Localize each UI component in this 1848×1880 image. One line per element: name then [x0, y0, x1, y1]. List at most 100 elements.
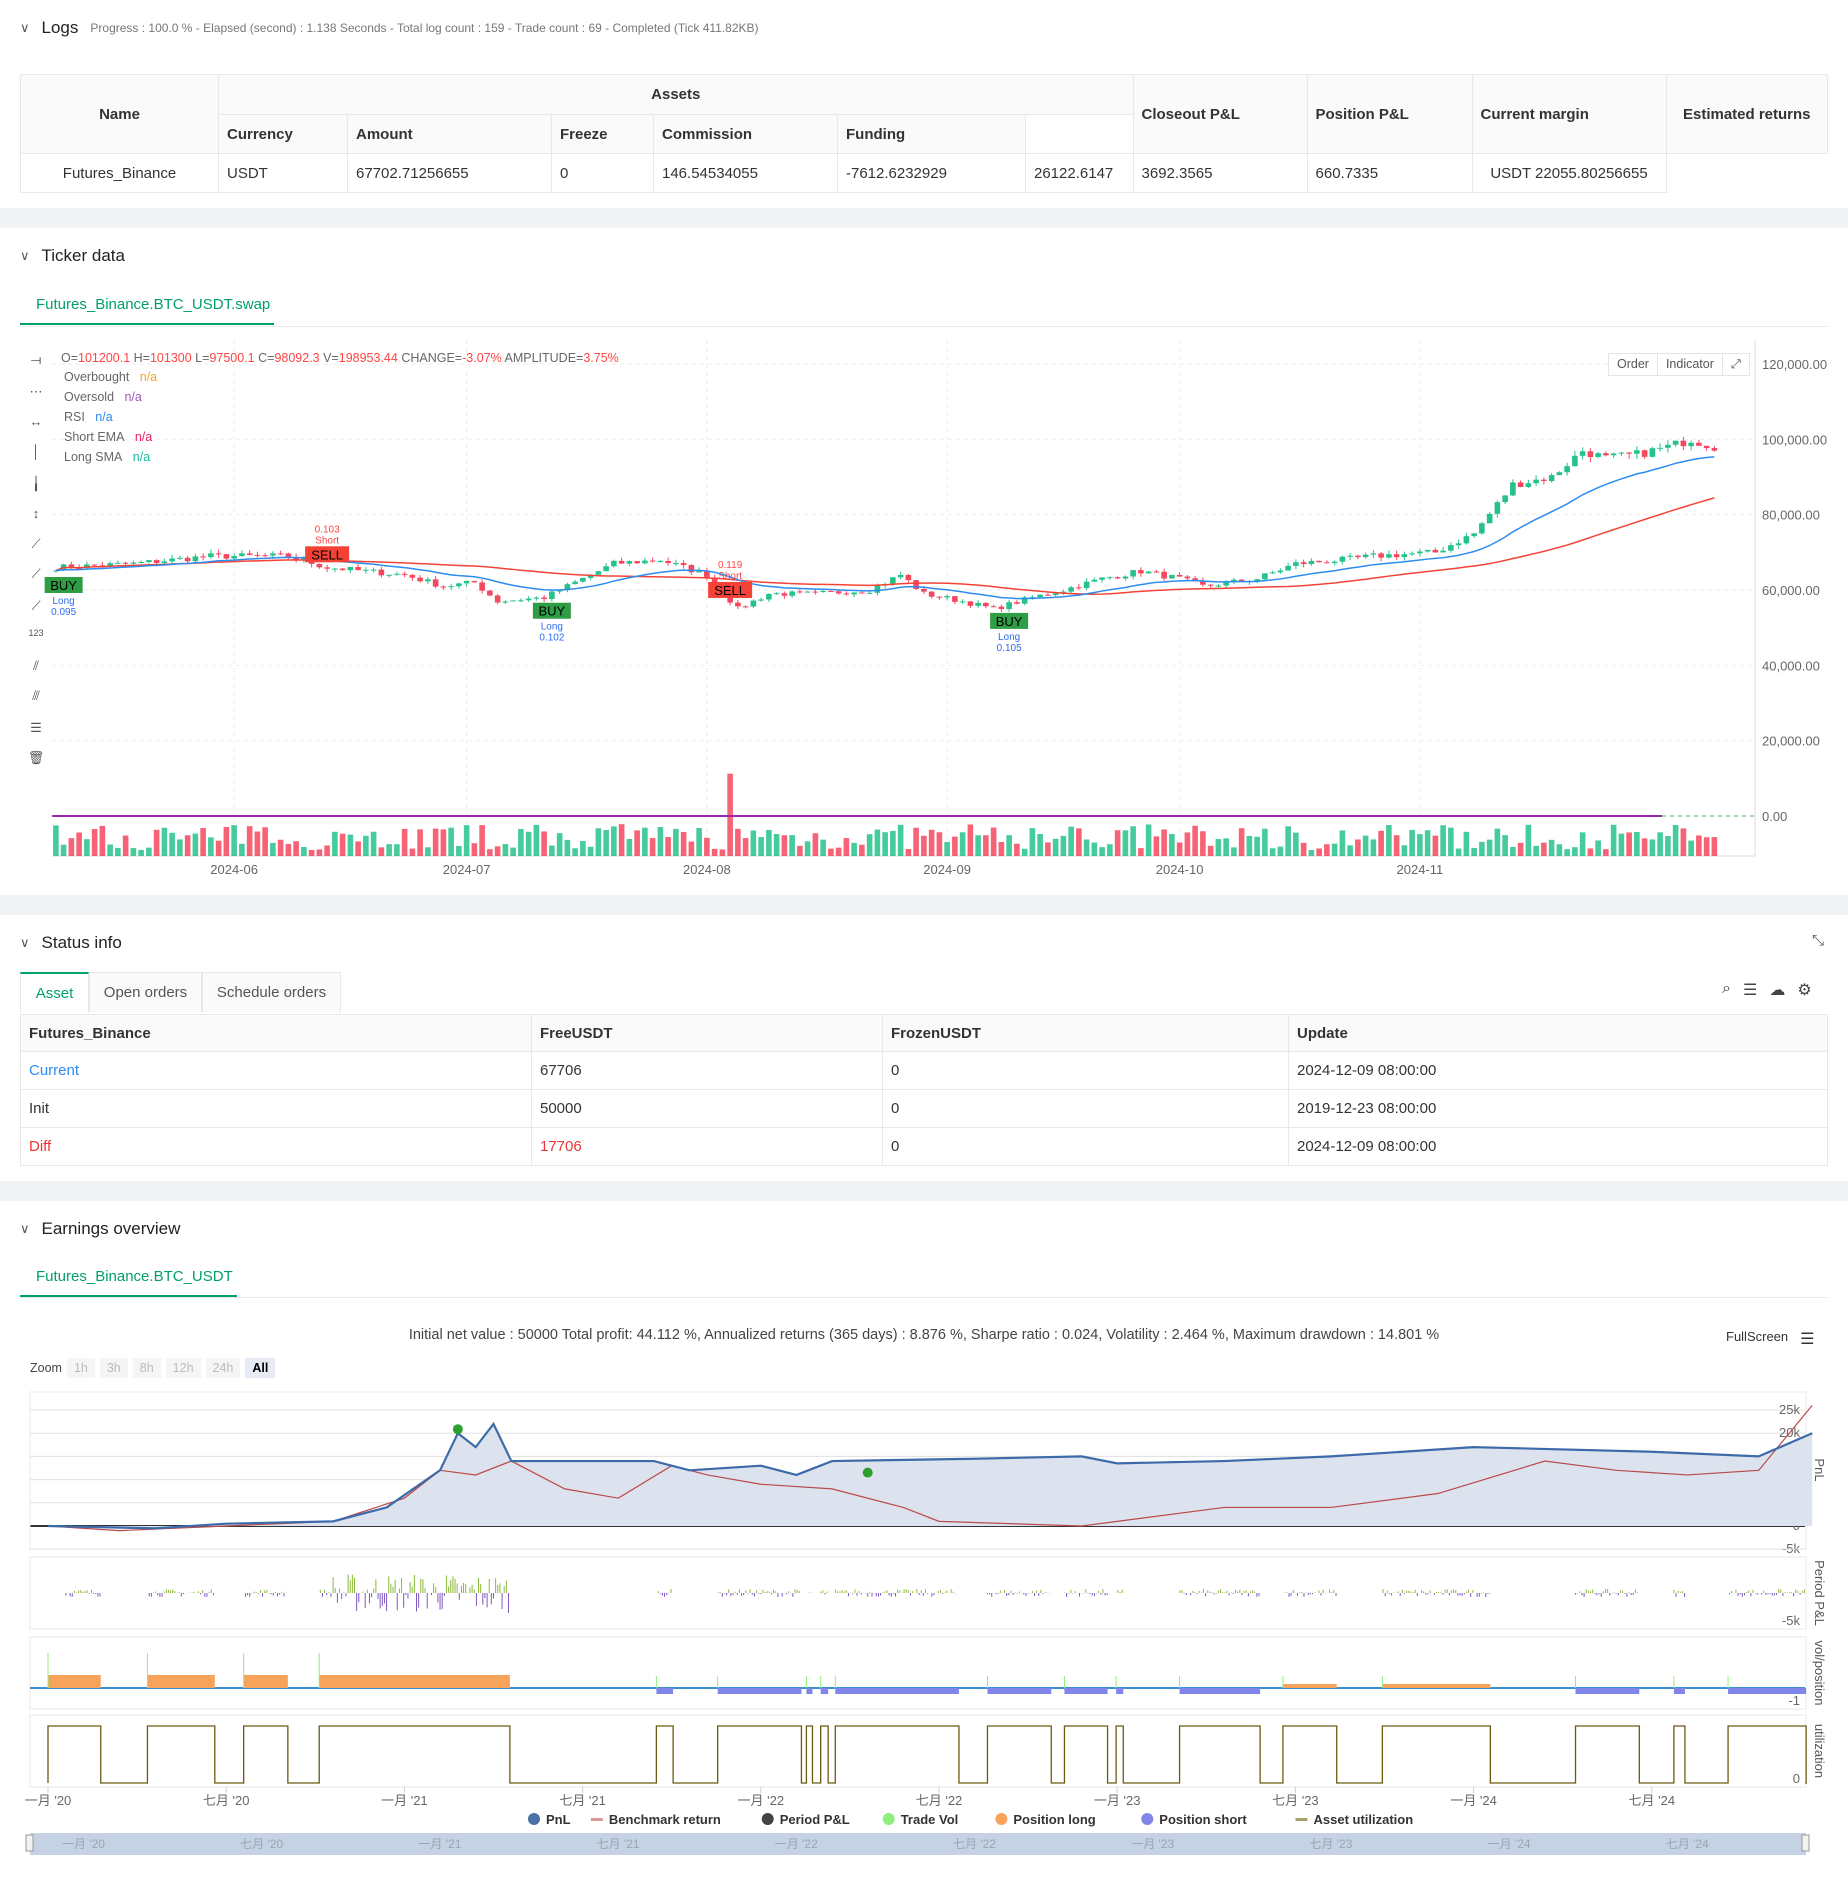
legend-item[interactable]: Position long [1013, 1812, 1095, 1827]
candle [1293, 562, 1299, 566]
candle [448, 586, 454, 588]
candlestick-chart[interactable]: 120,000.00 100,000.00 80,000.00 60,000.00 40… [0, 340, 1848, 885]
navigator-handle-left[interactable] [25, 1834, 34, 1852]
volume-bar [541, 831, 547, 856]
volume-bar [1006, 835, 1012, 856]
segment-icon[interactable]: ⟋ [31, 598, 41, 613]
position-long-bar [319, 1675, 510, 1688]
list-icon[interactable]: ☰ [1742, 982, 1758, 999]
amplitude-label: AMPLITUDE= [501, 351, 584, 365]
logs-header[interactable]: ∨ Logs Progress : 100.0 % - Elapsed (sec… [20, 18, 759, 38]
legend-item[interactable]: Asset utilization [1314, 1812, 1414, 1827]
drawdown-marker [862, 1467, 873, 1478]
volume-bar [859, 844, 865, 856]
legend-item[interactable]: Position short [1159, 1812, 1247, 1827]
earnings-header[interactable]: ∨ Earnings overview [20, 1219, 180, 1239]
candle [1215, 585, 1222, 587]
vertical-line-icon[interactable]: │ [31, 444, 41, 459]
tab-earnings-symbol[interactable]: Futures_Binance.BTC_USDT [20, 1257, 237, 1297]
candle [1370, 553, 1377, 555]
candle [130, 562, 137, 564]
gear-icon[interactable]: ⚙ [1797, 982, 1812, 999]
legend-item[interactable]: Trade Vol [901, 1812, 959, 1827]
legend-item[interactable]: PnL [546, 1812, 571, 1827]
order-button[interactable]: Order [1609, 354, 1658, 375]
volume-bar [1355, 839, 1361, 856]
candle [1014, 602, 1020, 604]
zoom-All[interactable]: All [245, 1358, 276, 1378]
volume-bar [975, 835, 981, 856]
volume-bar [750, 830, 757, 856]
volume-bar [169, 832, 175, 856]
fullscreen-button[interactable]: FullScreen [1726, 1329, 1789, 1344]
volume-bar [1091, 842, 1098, 856]
volume-bar [370, 831, 377, 856]
navigator-handle-right[interactable] [1801, 1834, 1810, 1852]
y-tick-label: 0.00 [1762, 809, 1787, 824]
tab-open-orders[interactable]: Open orders [89, 972, 202, 1012]
volume-bar [1626, 832, 1632, 856]
candle [231, 556, 237, 559]
tab-ticker-symbol[interactable]: Futures_Binance.BTC_USDT.swap [20, 285, 274, 325]
candle [874, 585, 881, 593]
trend-line-icon[interactable]: ⟋ [31, 536, 41, 551]
zoom-1h[interactable]: 1h [66, 1358, 95, 1378]
buy-label: BUY [50, 578, 77, 593]
candle [851, 592, 857, 595]
tab-schedule-orders[interactable]: Schedule orders [202, 972, 341, 1012]
menu-icon[interactable]: ☰ [1800, 1331, 1815, 1348]
volume-bar [1378, 830, 1384, 856]
horizontal-line-icon[interactable]: ⟞ [30, 352, 42, 367]
vertical-segment-icon[interactable]: ↕ [32, 506, 40, 521]
period-y-tick: -5k [1782, 1613, 1801, 1628]
price-label-icon[interactable]: 123 [28, 628, 44, 638]
x-tick-label: 七月 '20 [203, 1793, 250, 1808]
indicator-button[interactable]: Indicator [1658, 354, 1723, 375]
position-long-bar [147, 1675, 215, 1688]
buy-label: BUY [539, 604, 566, 619]
zoom-3h[interactable]: 3h [99, 1358, 128, 1378]
search-icon[interactable]: ⌕ [1722, 980, 1731, 997]
candle [1192, 578, 1198, 582]
ticker-header[interactable]: ∨ Ticker data [20, 246, 125, 266]
table-row: Futures_Binance USDT 67702.71256655 0 146.54… [20, 153, 1828, 193]
ray-line-icon[interactable]: ⟋ [31, 566, 41, 581]
vertical-ray-icon[interactable]: ╽ [32, 476, 40, 491]
parallel-lines-icon[interactable]: ⫽ [33, 658, 39, 673]
horizontal-segment-icon[interactable]: ↔ [29, 414, 43, 429]
volume-bar [851, 842, 857, 856]
candle [1045, 594, 1051, 596]
divider [0, 895, 1848, 915]
y-tick-label: 100,000.00 [1762, 432, 1827, 447]
candle [580, 577, 586, 582]
volume-bar [355, 841, 361, 856]
candle [944, 596, 950, 598]
legend-item[interactable]: Benchmark return [609, 1812, 721, 1827]
zoom-24h[interactable]: 24h [205, 1358, 241, 1378]
tab-asset[interactable]: Asset [20, 972, 89, 1012]
cell: USDT [218, 153, 348, 193]
change-label: CHANGE= [397, 351, 463, 365]
candle [797, 591, 803, 593]
volume-bar [913, 827, 919, 856]
c-label: C= [254, 351, 275, 365]
cloud-download-icon[interactable]: ☁ [1769, 982, 1786, 999]
volume-bar [549, 845, 555, 856]
status-header[interactable]: ∨ Status info [20, 933, 122, 953]
candle [750, 600, 757, 607]
zoom-8h[interactable]: 8h [132, 1358, 161, 1378]
horizontal-ray-icon[interactable]: ⋯ [29, 384, 43, 399]
legend-item[interactable]: Period P&L [780, 1812, 850, 1827]
cell-current[interactable]: Current [20, 1051, 532, 1090]
navigator-tick: 一月 '23 [1131, 1837, 1174, 1851]
zoom-12h[interactable]: 12h [165, 1358, 201, 1378]
channel-icon[interactable]: ⫻ [32, 688, 40, 703]
expand-icon[interactable]: ⤢ [1730, 357, 1741, 371]
fibonacci-icon[interactable]: ☰ [30, 720, 42, 735]
trash-icon[interactable]: 🗑 [27, 750, 45, 765]
collapse-icon[interactable]: ⤡ [1812, 932, 1825, 949]
util-y-tick: 0 [1793, 1771, 1800, 1786]
volume-bar [1262, 828, 1268, 856]
volume-bar [905, 849, 912, 856]
